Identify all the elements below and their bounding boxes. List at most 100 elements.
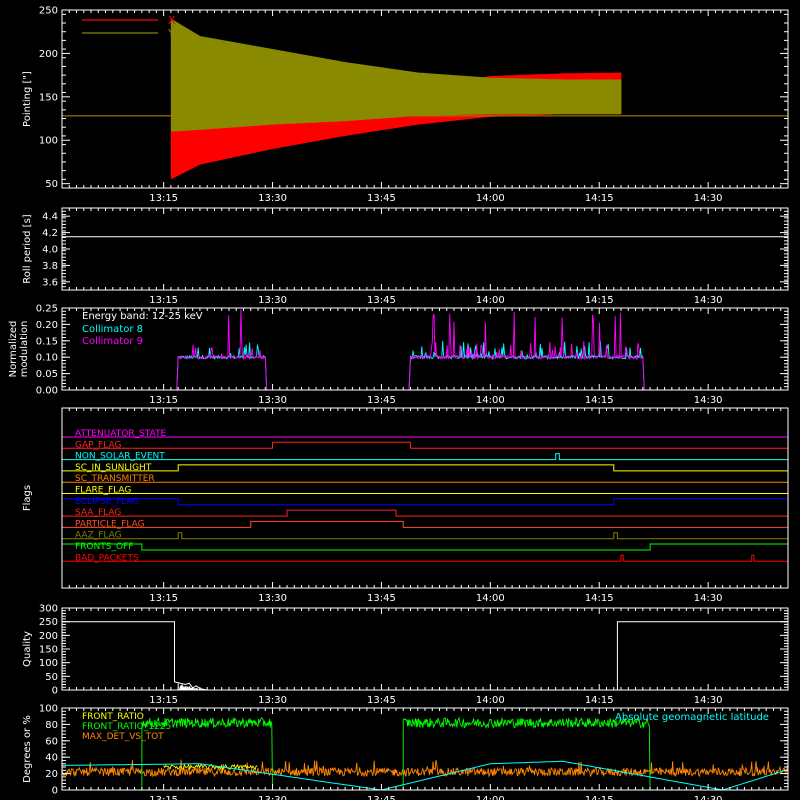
flag-label-saa-flag: SAA_FLAG bbox=[75, 508, 121, 518]
y-tick-label: 300 bbox=[39, 604, 58, 615]
y-tick-label: 0 bbox=[52, 686, 58, 697]
y-tick-label: 200 bbox=[39, 49, 58, 60]
flag-trace-bad-packets bbox=[62, 554, 788, 562]
x-tick-label: 13:30 bbox=[258, 795, 287, 800]
flag-label-flare-flag: FLARE_FLAG bbox=[75, 486, 131, 496]
x-tick-label: 14:00 bbox=[476, 295, 505, 306]
series-front-ratio-1225 bbox=[62, 716, 788, 790]
y-tick-label: 100 bbox=[39, 136, 58, 147]
plot-area-ratios bbox=[62, 716, 788, 790]
x-tick-label: 14:00 bbox=[476, 395, 505, 406]
y-axis-label-2: modulation bbox=[19, 321, 30, 378]
flag-trace-non-solar-event bbox=[62, 453, 788, 461]
y-axis-label: Pointing ["] bbox=[22, 71, 33, 127]
x-tick-label: 13:30 bbox=[258, 593, 287, 604]
legend-label-front-ratio: FRONT_RATIO bbox=[82, 712, 144, 722]
y-axis-label: Normalized bbox=[8, 321, 19, 378]
y-tick-label: 4.0 bbox=[42, 245, 58, 256]
y-tick-label: 100 bbox=[39, 704, 58, 715]
x-tick-label: 13:45 bbox=[367, 795, 396, 800]
frame-quality bbox=[61, 607, 789, 691]
x-tick-label: 14:15 bbox=[585, 395, 614, 406]
x-tick-label: 14:15 bbox=[585, 795, 614, 800]
flag-trace-aaz-flag bbox=[62, 532, 788, 540]
x-tick-label: 13:45 bbox=[367, 395, 396, 406]
x-tick-label: 14:30 bbox=[694, 395, 723, 406]
x-tick-label: 14:15 bbox=[585, 593, 614, 604]
y-tick-label: 250 bbox=[39, 6, 58, 17]
y-tick-label: 20 bbox=[45, 769, 58, 780]
y-axis-label: Quality bbox=[22, 631, 33, 667]
flag-label-fronts-off: FRONTS_OFF bbox=[75, 542, 133, 552]
panel-quality: 13:15 13:30 13:45 14:00 14:15 14:30 0 50 100 150 2… bbox=[22, 604, 789, 706]
x-tick-label: 14:00 bbox=[476, 193, 505, 204]
legend-label-front-ratio-1225: FRONT_RATIO_1225 bbox=[82, 722, 171, 732]
y-tick-label: 0.20 bbox=[36, 320, 58, 331]
y-tick-label: 50 bbox=[45, 179, 58, 190]
y-tick-label: 100 bbox=[39, 658, 58, 669]
series-max-det-vs-tot bbox=[62, 759, 788, 778]
y-tick-label: 0.00 bbox=[36, 386, 58, 397]
y-tick-label: 0.25 bbox=[36, 304, 58, 315]
legend-label-collimator-8: Collimator 8 bbox=[82, 324, 143, 335]
y-tick-label: 0.10 bbox=[36, 353, 58, 364]
y-tick-label: 200 bbox=[39, 631, 58, 642]
flag-trace-saa-flag bbox=[62, 509, 788, 517]
y-tick-label: 40 bbox=[45, 753, 58, 764]
x-tick-label: 14:30 bbox=[694, 193, 723, 204]
flag-label-eclipse-flag: ECLIPSE_FLAG bbox=[75, 497, 139, 507]
x-tick-label: 13:30 bbox=[258, 295, 287, 306]
x-tick-label: 14:15 bbox=[585, 193, 614, 204]
y-tick-label: 0.15 bbox=[36, 336, 58, 347]
flag-label-particle-flag: PARTICLE_FLAG bbox=[75, 519, 145, 529]
y-tick-label: 150 bbox=[39, 92, 58, 103]
x-tick-label: 14:30 bbox=[694, 295, 723, 306]
y-tick-label: 0 bbox=[52, 786, 58, 797]
y-tick-label: 50 bbox=[45, 672, 58, 683]
flag-trace-particle-flag bbox=[62, 520, 788, 528]
x-tick-label: 14:30 bbox=[694, 795, 723, 800]
flag-label-bad-packets: BAD_PACKETS bbox=[75, 553, 139, 563]
x-tick-label: 13:45 bbox=[367, 193, 396, 204]
flag-label-sc-transmitter: SC_TRANSMITTER bbox=[75, 474, 155, 484]
x-tick-label: 14:00 bbox=[476, 593, 505, 604]
y-tick-label: 60 bbox=[45, 736, 58, 747]
flag-trace-sc-in-sunlight bbox=[62, 464, 788, 472]
legend-label-max-det-vs-tot: MAX_DET_VS_TOT bbox=[82, 732, 164, 742]
y-axis-label: Roll period [s] bbox=[22, 214, 33, 283]
flag-label-attenuator-state: ATTENUATOR_STATE bbox=[75, 429, 167, 439]
y-tick-label: 80 bbox=[45, 720, 58, 731]
x-tick-label: 13:15 bbox=[149, 295, 178, 306]
legend-label-collimator-9: Collimator 9 bbox=[82, 336, 143, 347]
x-tick-label: 14:30 bbox=[694, 695, 723, 706]
plot-area-modulation bbox=[62, 309, 788, 390]
x-tick-label: 13:45 bbox=[367, 593, 396, 604]
x-tick-label: 14:00 bbox=[476, 795, 505, 800]
x-tick-label: 14:15 bbox=[585, 695, 614, 706]
y-tick-label: 4.2 bbox=[42, 228, 58, 239]
x-tick-label: 14:15 bbox=[585, 295, 614, 306]
panel-pointing: XY 13:15 13:30 13:45 14:00 14:15 14:30 50 100 150… bbox=[22, 6, 789, 204]
x-tick-label: 13:15 bbox=[149, 795, 178, 800]
series-collimator-8 bbox=[62, 340, 788, 390]
x-tick-label: 13:30 bbox=[258, 395, 287, 406]
plot-area-flags bbox=[62, 436, 788, 562]
x-tick-label: 14:30 bbox=[694, 593, 723, 604]
x-tick-label: 13:15 bbox=[149, 395, 178, 406]
flag-trace-fronts-off bbox=[62, 543, 788, 551]
flag-label-aaz-flag: AAZ_FLAG bbox=[75, 531, 122, 541]
geomagnetic-latitude-annotation: Absolute geomagnetic latitude bbox=[615, 712, 769, 723]
panel-ratios: FRONT_RATIOFRONT_RATIO_1225MAX_DET_VS_TO… bbox=[22, 704, 789, 800]
x-tick-label: 13:30 bbox=[258, 695, 287, 706]
flag-label-non-solar-event: NON_SOLAR_EVENT bbox=[75, 452, 165, 462]
y-tick-label: 150 bbox=[39, 645, 58, 656]
panel-flags: ATTENUATOR_STATEGAP_FLAGNON_SOLAR_EVENTS… bbox=[22, 407, 789, 604]
flag-label-gap-flag: GAP_FLAG bbox=[75, 440, 121, 450]
legend-label-Y: Y bbox=[167, 27, 175, 40]
legend-label-X: X bbox=[168, 14, 176, 27]
plot-area-quality bbox=[62, 621, 788, 690]
flag-label-sc-in-sunlight: SC_IN_SUNLIGHT bbox=[75, 463, 152, 473]
panel-roll: 13:15 13:30 13:45 14:00 14:15 14:30 3.6 3.8 4.0 4… bbox=[22, 207, 789, 306]
x-tick-label: 13:15 bbox=[149, 193, 178, 204]
